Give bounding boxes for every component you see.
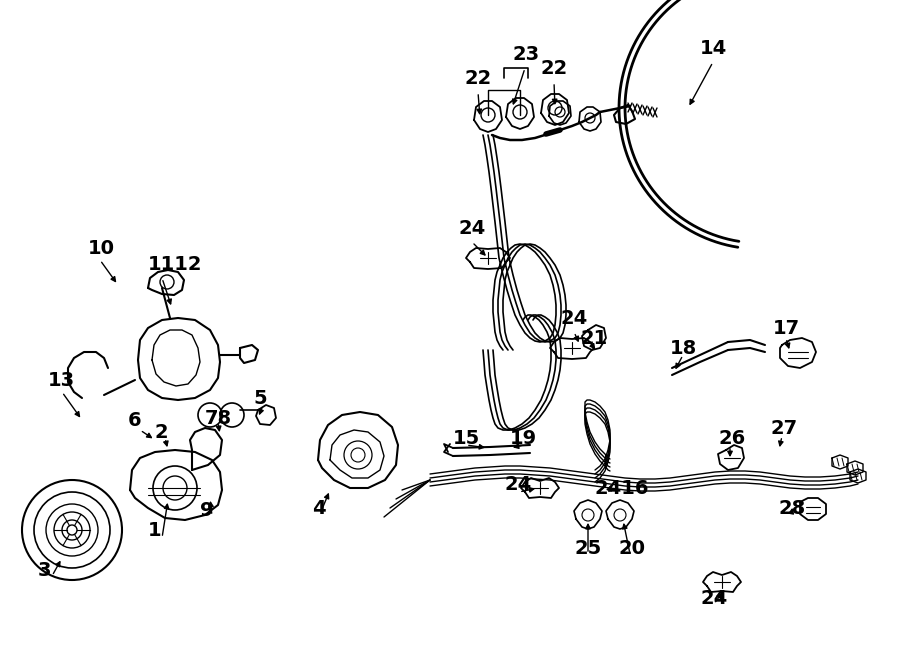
- Text: 25: 25: [575, 539, 602, 557]
- Text: 6: 6: [128, 410, 141, 430]
- Text: 1112: 1112: [148, 256, 202, 274]
- Text: 27: 27: [770, 418, 797, 438]
- Text: 78: 78: [205, 408, 232, 428]
- Text: 28: 28: [778, 498, 806, 518]
- Text: 9: 9: [200, 500, 213, 520]
- Text: 1: 1: [148, 520, 162, 539]
- Text: 18: 18: [670, 338, 698, 358]
- Text: 19: 19: [510, 428, 537, 447]
- Text: 21: 21: [580, 329, 608, 348]
- Text: 10: 10: [88, 239, 115, 258]
- Text: 20: 20: [618, 539, 645, 557]
- Text: 24: 24: [560, 309, 587, 327]
- Text: 2416: 2416: [594, 479, 649, 498]
- Text: 2: 2: [155, 422, 168, 442]
- Text: 13: 13: [48, 371, 75, 389]
- Text: 4: 4: [312, 498, 326, 518]
- Text: 24: 24: [505, 475, 532, 494]
- Text: 3: 3: [38, 561, 51, 580]
- Text: 22: 22: [465, 69, 492, 87]
- Text: 22: 22: [540, 59, 567, 77]
- Text: 24: 24: [700, 588, 727, 607]
- Text: 17: 17: [773, 319, 800, 338]
- Text: 14: 14: [700, 38, 727, 58]
- Text: 15: 15: [453, 428, 481, 447]
- Text: 24: 24: [458, 219, 485, 237]
- Text: 5: 5: [253, 389, 266, 407]
- Text: 26: 26: [718, 428, 745, 447]
- Text: 23: 23: [512, 46, 539, 65]
